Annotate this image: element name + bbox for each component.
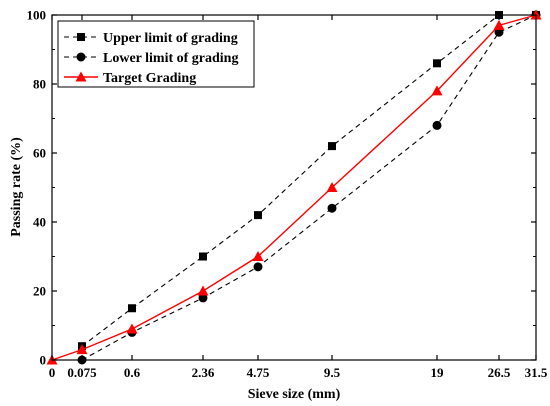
legend-box [57, 20, 255, 88]
data-point [326, 182, 338, 192]
legend-label: Upper limit of grading [103, 31, 238, 46]
x-tick-label: 0.6 [124, 365, 141, 380]
data-point [254, 211, 262, 220]
y-tick-label: 80 [33, 77, 46, 92]
y-tick-label: 100 [27, 8, 47, 23]
legend: Upper limit of grading Lower limit of gra… [57, 20, 255, 88]
y-tick-label: 60 [33, 146, 46, 161]
y-tick-label: 40 [33, 215, 46, 230]
legend-items: Upper limit of grading Lower limit of gra… [64, 31, 238, 86]
x-tick-label: 0.075 [67, 365, 97, 380]
data-point [433, 59, 441, 68]
series-line [81, 14, 536, 347]
data-point [494, 27, 504, 37]
x-tick-label: 31.5 [525, 365, 548, 380]
data-point [198, 293, 208, 303]
series-layer [46, 9, 542, 365]
y-axis-title: Passing rate (%) [9, 137, 24, 237]
ticks-layer: 0 20 40 60 80 100 0 0.075 0.6 2.36 4.75 9.5 19 26.5 31… [27, 8, 548, 381]
legend-label: Target Grading [103, 71, 196, 86]
series-3 [46, 9, 542, 365]
y-tick-label: 20 [33, 284, 46, 299]
legend-marker [75, 71, 87, 82]
data-point [199, 252, 207, 261]
data-point [197, 285, 209, 296]
legend-marker [77, 33, 85, 41]
data-point [252, 251, 264, 261]
x-tick-label: 26.5 [488, 365, 511, 380]
data-point [493, 19, 505, 30]
legend-label: Lower limit of grading [103, 51, 238, 66]
x-axis-title: Sieve size (mm) [248, 387, 341, 402]
x-tick-label: 9.5 [324, 365, 341, 380]
data-point [432, 120, 442, 130]
data-point [76, 344, 88, 355]
series-line [81, 14, 537, 361]
x-tick-label: 0 [49, 365, 56, 380]
x-tick-label: 19 [431, 365, 445, 380]
x-tick-label: 4.75 [247, 365, 270, 380]
data-point [253, 262, 263, 272]
data-point [431, 85, 443, 96]
data-point [328, 142, 336, 151]
data-point [128, 304, 136, 313]
y-tick-label: 0 [40, 353, 47, 368]
x-tick-label: 2.36 [192, 365, 215, 380]
data-point [327, 203, 337, 213]
data-point [126, 323, 138, 334]
legend-marker [76, 52, 86, 62]
